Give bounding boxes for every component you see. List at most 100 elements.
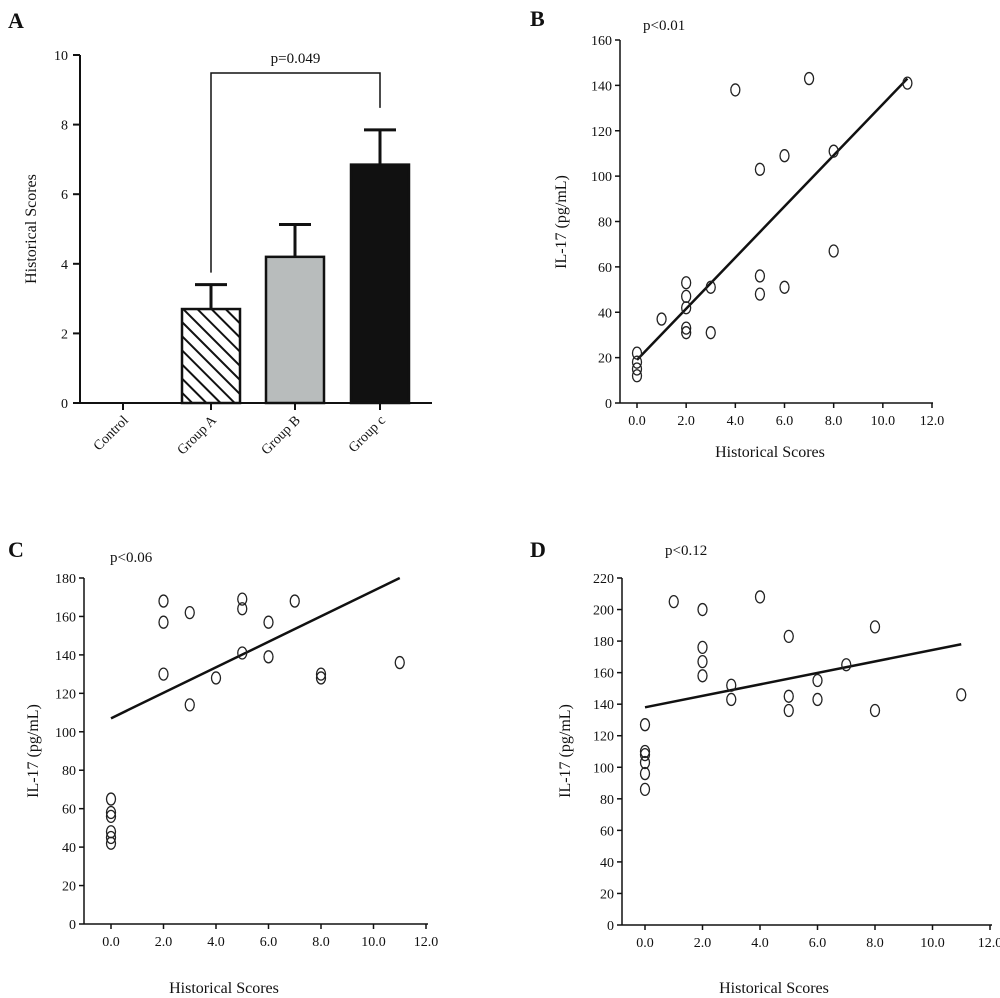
panel-b-data-point <box>705 280 716 294</box>
panel-b-x-tick-label: 10.0 <box>871 414 896 429</box>
panel-b-y-tick-label: 100 <box>591 170 612 185</box>
panel-a-y-tick-label: 4 <box>61 258 68 273</box>
panel-b-data-point <box>631 346 643 360</box>
panel-c-x-tick-label: 6.0 <box>260 935 278 950</box>
panel-d-data-point <box>639 766 651 781</box>
panel-d-data-point <box>639 748 651 762</box>
panel-d-x-tick-label: 10.0 <box>920 936 945 951</box>
panel-c-y-tick-label: 100 <box>55 726 76 741</box>
panel-b-data-point <box>681 326 692 340</box>
panel-c-data-point <box>184 698 195 712</box>
panel-c-data-point <box>184 605 195 620</box>
panel-a-y-tick-label: 8 <box>61 119 68 134</box>
panel-c-x-tick-label: 2.0 <box>155 935 173 950</box>
panel-c-y-tick-label: 20 <box>62 880 76 895</box>
panel-d-data-point <box>639 782 651 797</box>
panel-b-data-point <box>681 301 692 315</box>
panel-b-x-tick-label: 8.0 <box>825 414 843 429</box>
panel-c-data-point <box>315 671 327 685</box>
panel-d-x-tick-label: 8.0 <box>866 936 884 951</box>
panel-d-x-tick-label: 0.0 <box>636 936 654 951</box>
bar-group-a <box>180 307 242 405</box>
panel-c-data-point <box>105 830 117 845</box>
panel-b-p-value: p<0.01 <box>643 18 685 34</box>
panel-d-y-tick-label: 0 <box>607 919 614 934</box>
panel-d-regression-line <box>644 643 962 709</box>
panel-d-p-value: p<0.12 <box>665 543 707 559</box>
panel-c-x-tick-label: 4.0 <box>207 935 225 950</box>
panel-c-y-tick-label: 120 <box>55 687 76 702</box>
panel-b-y-tick-label: 160 <box>591 34 612 49</box>
panel-d-data-point <box>754 590 766 604</box>
panel-d-data-point <box>726 692 737 707</box>
panel-c-data-point <box>158 667 169 681</box>
panel-d-data-point <box>639 755 651 770</box>
panel-b-data-point <box>631 369 643 383</box>
panel-d-data-point <box>841 658 852 672</box>
panel-d-y-tick-label: 220 <box>593 572 614 587</box>
panel-c-data-point <box>105 792 117 806</box>
panel-c-data-point <box>210 671 222 685</box>
bar-group-c <box>349 163 411 405</box>
panel-d-y-tick-label: 40 <box>600 856 614 871</box>
panel-d-y-tick-label: 200 <box>593 604 614 619</box>
panel-a-y-tick-label: 6 <box>61 188 68 203</box>
panel-d-data-point <box>783 689 794 703</box>
panel-c-y-tick-label: 0 <box>69 918 76 933</box>
panel-d-data-point <box>869 703 881 718</box>
panel-d-data-point <box>956 688 967 702</box>
panel-c-y-tick-label: 160 <box>55 610 76 625</box>
panel-b-x-tick-label: 2.0 <box>677 414 695 429</box>
panel-c-y-tick-label: 140 <box>55 649 76 664</box>
panel-b-data-point <box>754 162 766 176</box>
panel-d-y-axis-title: IL-17 (pg/mL) <box>557 704 574 798</box>
panel-d-y-tick-label: 20 <box>600 887 614 902</box>
panel-d-x-tick-label: 2.0 <box>694 936 712 951</box>
panel-d-y-tick-label: 140 <box>593 698 614 713</box>
panel-a-category-label: Group B <box>259 413 304 458</box>
panel-b-data-point <box>681 289 692 304</box>
panel-b-data-point <box>803 71 815 86</box>
panel-d-letter: D <box>530 537 546 562</box>
panel-d-data-point <box>812 673 823 688</box>
panel-d-y-tick-label: 180 <box>593 635 614 650</box>
panel-b-data-point <box>705 326 716 340</box>
panel-c-data-point <box>237 646 248 660</box>
panel-b-data-point <box>754 269 766 283</box>
panel-c-y-tick-label: 40 <box>62 841 76 856</box>
panel-c-data-point <box>105 836 117 850</box>
panel-c-data-point <box>105 805 117 820</box>
panel-b-data-point <box>779 149 790 163</box>
panel-d-y-tick-label: 60 <box>600 824 614 839</box>
panel-b-y-tick-label: 0 <box>605 397 612 412</box>
panel-b-y-tick-label: 40 <box>598 306 612 321</box>
panel-a-category-label: Control <box>91 413 132 454</box>
panel-d-y-tick-label: 100 <box>593 761 614 776</box>
panel-b-y-tick-label: 20 <box>598 352 612 367</box>
panel-b-data-point <box>779 280 790 294</box>
panel-c-y-axis-title: IL-17 (pg/mL) <box>25 704 42 798</box>
panel-b-x-tick-label: 12.0 <box>920 414 945 429</box>
panel-c-x-tick-label: 10.0 <box>361 935 386 950</box>
panel-c-y-tick-label: 80 <box>62 764 76 779</box>
panel-c-data-point <box>289 594 300 608</box>
panel-a-category-label: Group c <box>346 413 389 456</box>
panel-c-data-point <box>158 615 169 629</box>
panel-b-x-axis-title: Historical Scores <box>715 444 825 461</box>
panel-a-letter: A <box>8 8 24 33</box>
panel-b-data-point <box>754 287 766 301</box>
panel-b-data-point <box>902 76 913 90</box>
panel-b-regression-line <box>636 77 909 361</box>
panel-d-y-tick-label: 120 <box>593 730 614 745</box>
panel-a-p-value: p=0.049 <box>271 51 321 67</box>
panel-c-data-point <box>237 602 248 616</box>
panel-c-data-point <box>237 592 248 606</box>
panel-c-x-tick-label: 8.0 <box>312 935 330 950</box>
panel-c-x-axis-title: Historical Scores <box>169 980 279 997</box>
panel-b-x-tick-label: 0.0 <box>628 414 646 429</box>
panel-c-y-tick-label: 180 <box>55 572 76 587</box>
panel-d-x-tick-label: 12.0 <box>978 936 1000 951</box>
panel-b-x-tick-label: 4.0 <box>727 414 745 429</box>
panel-c-data-point <box>394 655 405 670</box>
